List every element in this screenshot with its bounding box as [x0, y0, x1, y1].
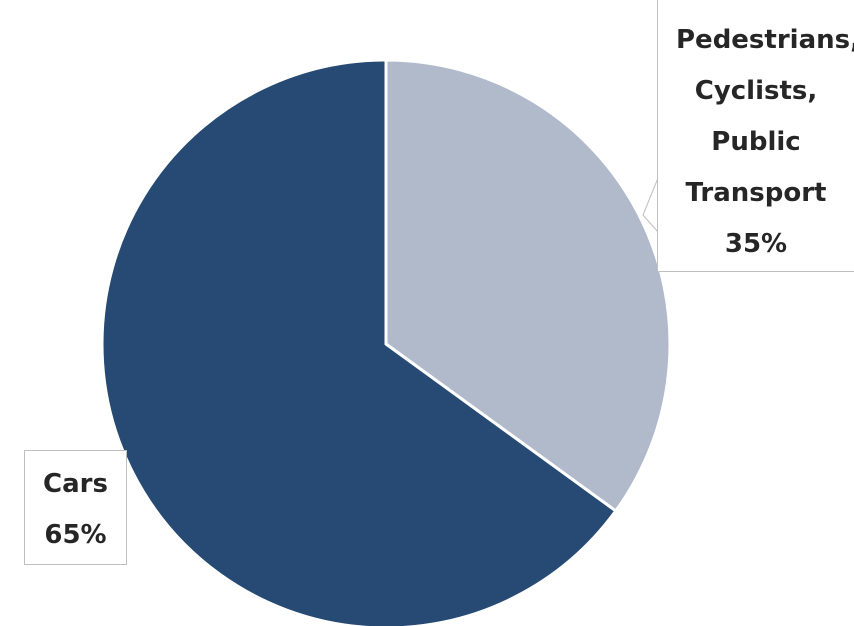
value-label: 65%: [44, 520, 107, 550]
data-label: Cars 65%: [24, 450, 127, 565]
pie-slice: [100, 58, 618, 626]
pie-slice: [384, 58, 672, 514]
category-label: Cars: [43, 469, 108, 499]
category-label: Pedestrians, Cyclists, Public Transport: [676, 25, 854, 208]
value-label: 35%: [724, 229, 788, 259]
callout-pointer: [642, 177, 659, 234]
data-label: Pedestrians, Cyclists, Public Transport …: [657, 0, 854, 272]
